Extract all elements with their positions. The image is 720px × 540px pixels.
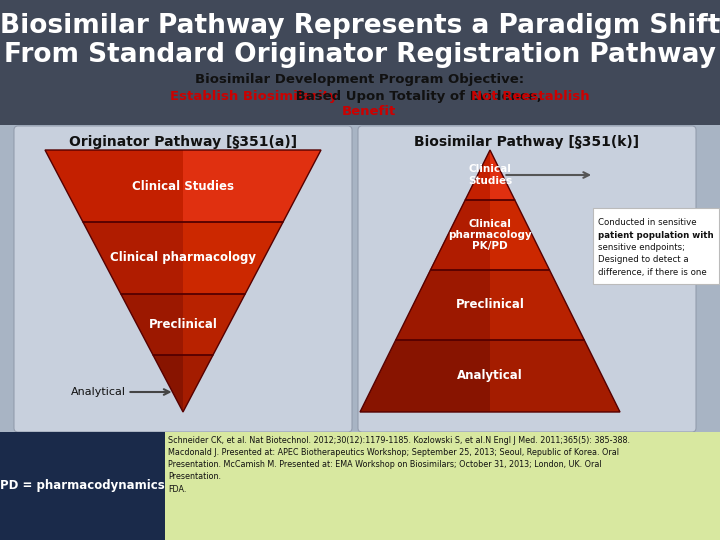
- Polygon shape: [490, 270, 584, 340]
- Text: Analytical: Analytical: [457, 369, 523, 382]
- Text: Analytical: Analytical: [71, 387, 125, 397]
- Text: Preclinical: Preclinical: [456, 299, 524, 312]
- Polygon shape: [396, 270, 490, 340]
- Text: Schneider CK, et al. Nat Biotechnol. 2012;30(12):1179-1185. Kozlowski S, et al.N: Schneider CK, et al. Nat Biotechnol. 201…: [168, 436, 630, 494]
- Text: Clinical pharmacology: Clinical pharmacology: [110, 252, 256, 265]
- Polygon shape: [153, 355, 183, 412]
- Polygon shape: [183, 355, 213, 412]
- Text: Clinical Studies: Clinical Studies: [132, 179, 234, 192]
- Bar: [0, 0, 720, 125]
- Text: Designed to detect a: Designed to detect a: [598, 255, 688, 265]
- Text: Benefit: Benefit: [341, 105, 396, 118]
- Text: Biosimilar Pathway Represents a Paradigm Shift: Biosimilar Pathway Represents a Paradigm…: [0, 13, 720, 39]
- Text: From Standard Originator Registration Pathway: From Standard Originator Registration Pa…: [4, 42, 716, 68]
- FancyBboxPatch shape: [14, 126, 352, 432]
- Text: Clinical
pharmacology
PK/PD: Clinical pharmacology PK/PD: [448, 219, 532, 251]
- Text: sensitive endpoints;: sensitive endpoints;: [598, 243, 685, 252]
- Polygon shape: [360, 340, 490, 412]
- Polygon shape: [121, 294, 183, 355]
- Polygon shape: [465, 150, 490, 200]
- Polygon shape: [45, 150, 183, 222]
- Text: Preclinical: Preclinical: [148, 318, 217, 331]
- Text: Originator Pathway [§351(a)]: Originator Pathway [§351(a)]: [69, 135, 297, 149]
- Polygon shape: [183, 222, 283, 294]
- Text: PD = pharmacodynamics: PD = pharmacodynamics: [0, 480, 164, 492]
- Polygon shape: [490, 340, 620, 412]
- Polygon shape: [83, 222, 183, 294]
- Text: Establish Biosimilarity: Establish Biosimilarity: [170, 90, 338, 103]
- Text: Biosimilar Development Program Objective:: Biosimilar Development Program Objective…: [195, 73, 525, 86]
- Text: Clinical
Studies: Clinical Studies: [468, 164, 512, 186]
- Polygon shape: [490, 150, 515, 200]
- Bar: [0, 432, 165, 540]
- Text: Based Upon Totality of Evidence,: Based Upon Totality of Evidence,: [292, 90, 547, 103]
- Text: Biosimilar Pathway [§351(k)]: Biosimilar Pathway [§351(k)]: [415, 135, 639, 149]
- FancyBboxPatch shape: [593, 208, 719, 284]
- FancyBboxPatch shape: [358, 126, 696, 432]
- Text: difference, if there is one: difference, if there is one: [598, 268, 707, 277]
- Polygon shape: [183, 294, 245, 355]
- Polygon shape: [183, 150, 321, 222]
- Bar: [165, 432, 720, 540]
- Text: Not Reestablish: Not Reestablish: [471, 90, 590, 103]
- Text: patient population with: patient population with: [598, 231, 714, 240]
- Text: Conducted in sensitive: Conducted in sensitive: [598, 218, 697, 227]
- Polygon shape: [431, 200, 490, 270]
- Polygon shape: [490, 200, 549, 270]
